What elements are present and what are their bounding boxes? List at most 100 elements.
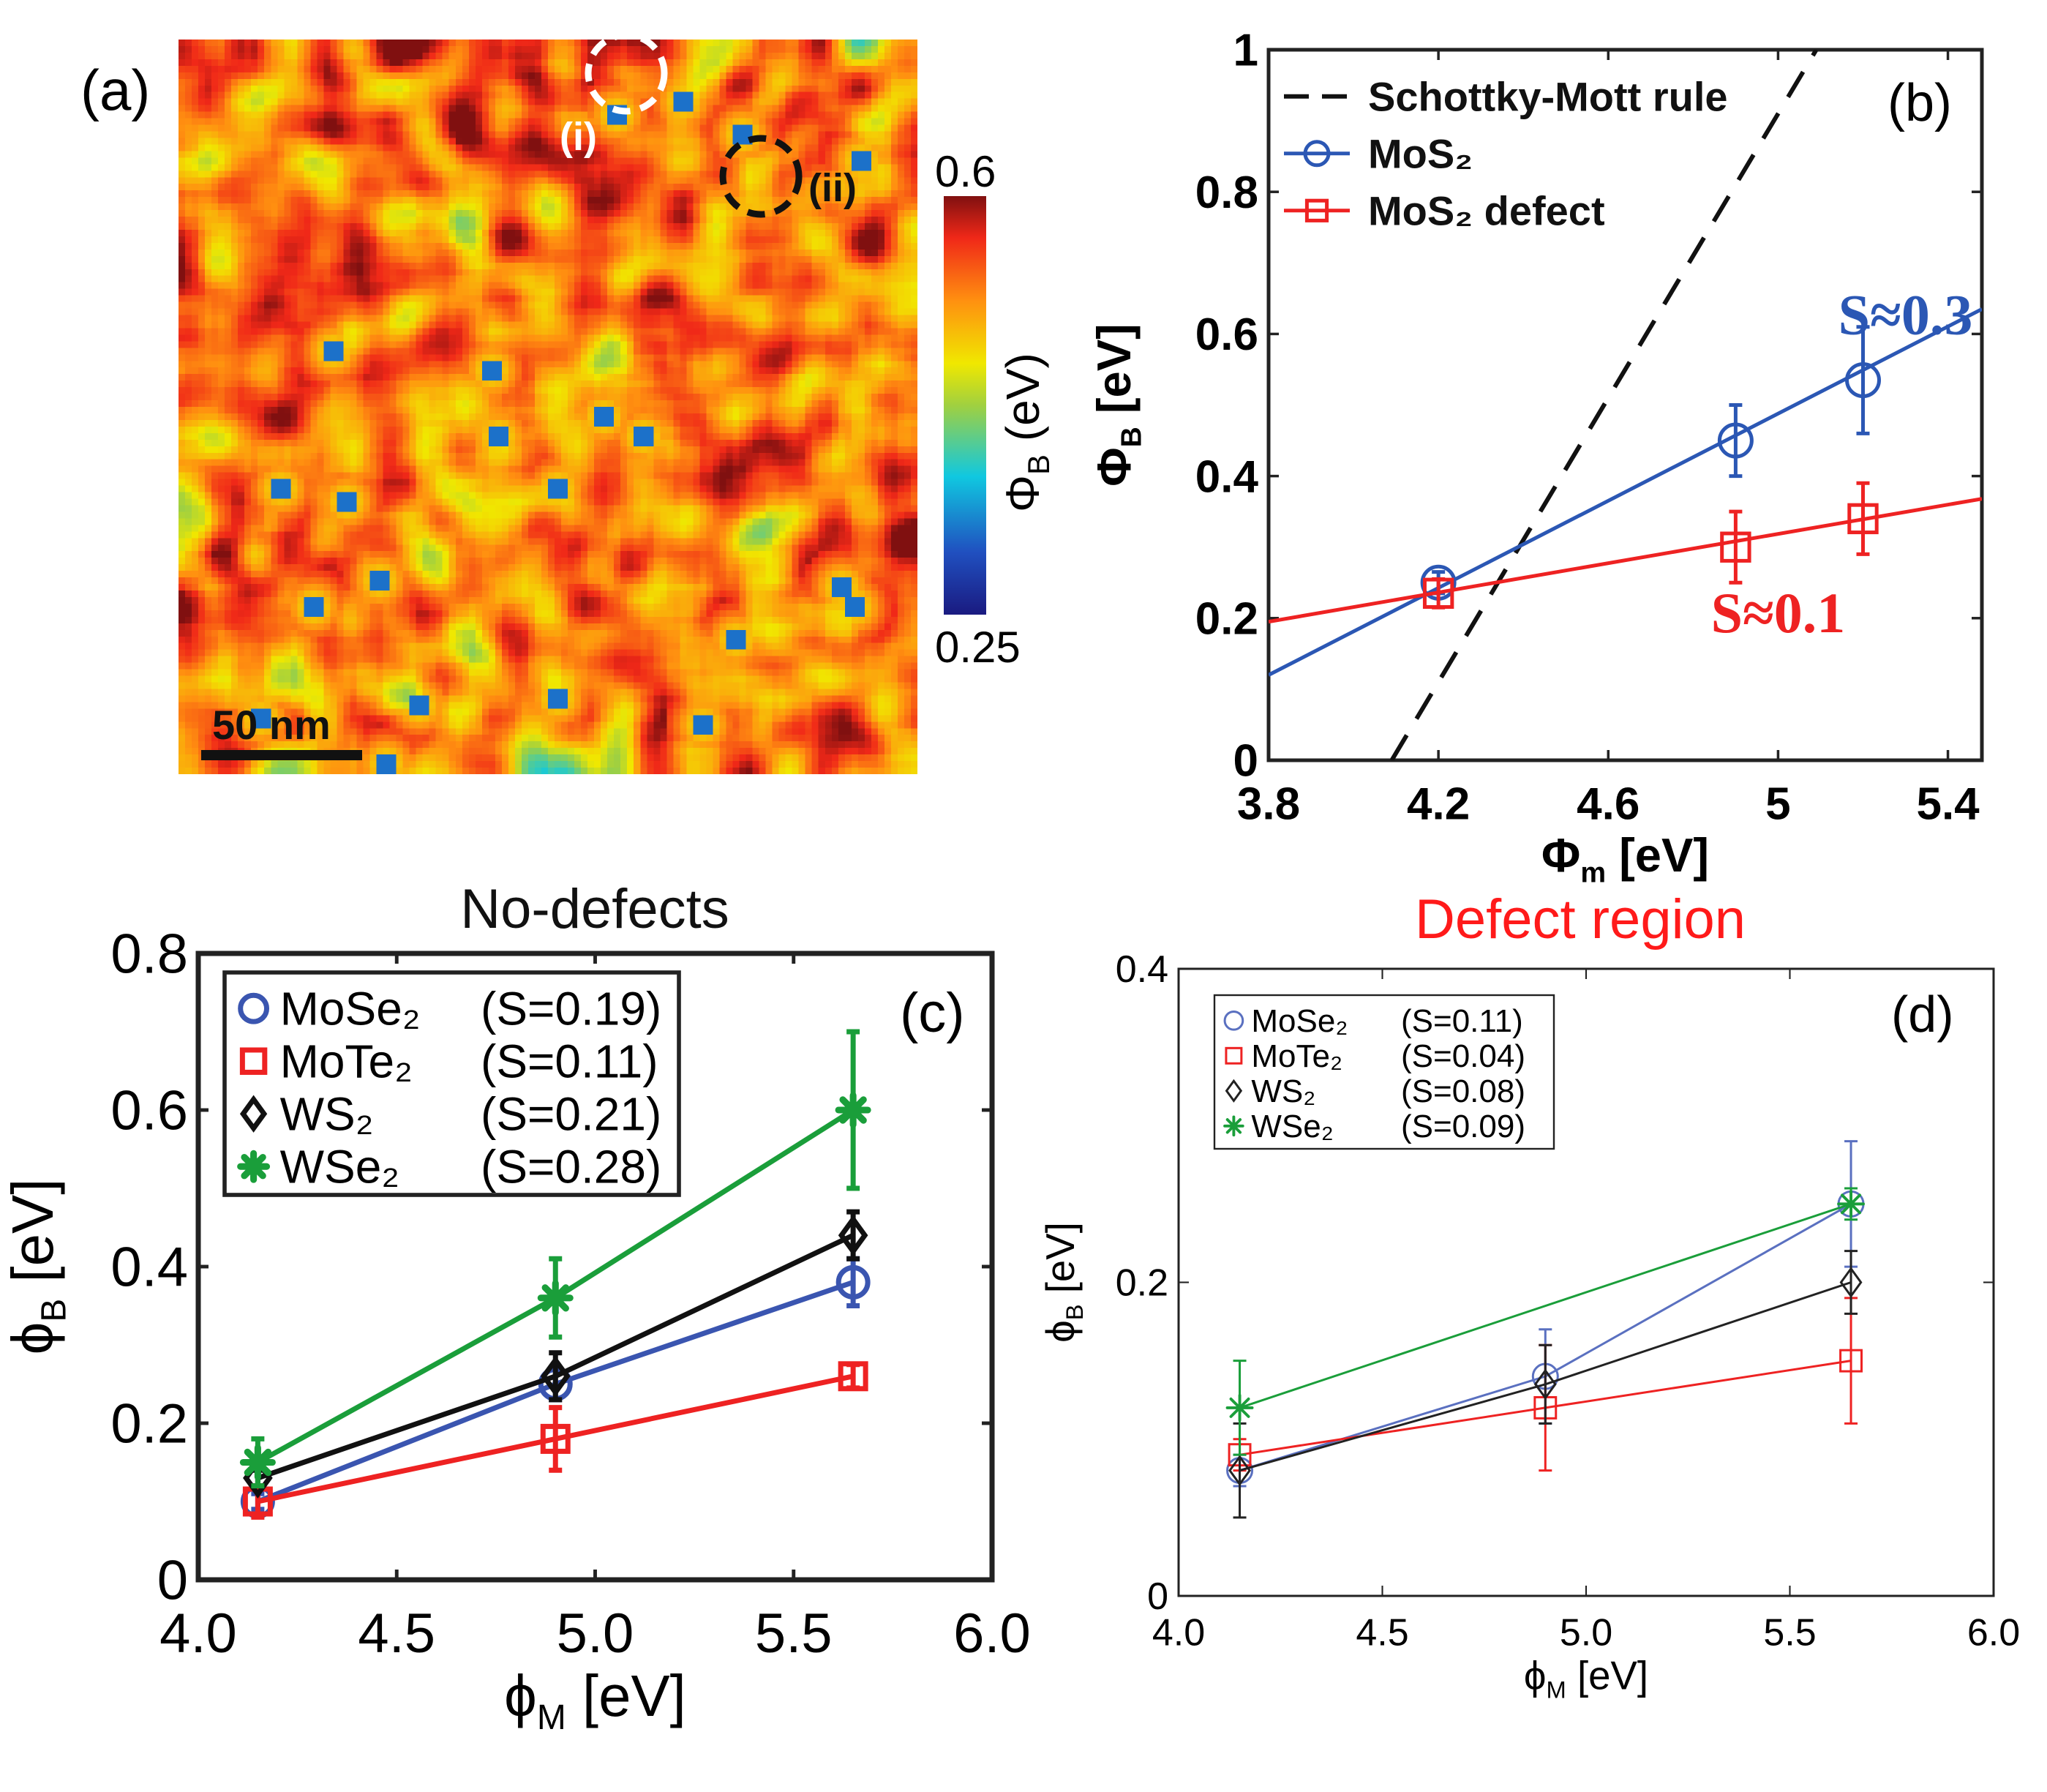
x-axis-label: ϕM [eV] <box>504 1663 686 1737</box>
x-tick-label: 3.8 <box>1237 779 1300 830</box>
data-point-diamond <box>1839 1267 1863 1298</box>
data-point-asterisk <box>239 1444 276 1481</box>
legend-label: MoTe₂ <box>1251 1038 1342 1074</box>
defect-circle-i <box>585 31 668 115</box>
series-3 <box>239 1029 871 1489</box>
y-axis-label-symbol: Φ <box>1087 447 1141 486</box>
series-1 <box>1269 481 1982 624</box>
x-axis-label-symbol: ϕ <box>1524 1653 1547 1698</box>
colorbar <box>944 196 986 615</box>
legend-label: MoS₂ defect <box>1368 187 1605 233</box>
legend-slope: (S=0.09) <box>1401 1109 1525 1144</box>
data-point-square <box>1720 531 1751 563</box>
legend-label: WSe₂ <box>280 1141 400 1193</box>
y-tick-label: 0.6 <box>1195 310 1258 360</box>
legend-slope: (S=0.21) <box>481 1088 661 1141</box>
x-tick-label: 6.0 <box>1967 1612 2020 1654</box>
series-0 <box>1269 307 1982 677</box>
y-axis-label-symbol: ϕ <box>1038 1320 1083 1343</box>
legend-label: WS₂ <box>1251 1073 1315 1109</box>
x-axis-label-unit: [eV] <box>1566 1653 1648 1698</box>
y-tick-label: 0.4 <box>1116 948 1168 991</box>
x-tick-label: 4.0 <box>1152 1612 1205 1654</box>
y-tick-label: 0.8 <box>1195 168 1258 218</box>
data-point-square <box>1422 577 1454 610</box>
data-point-diamond <box>838 1215 868 1256</box>
y-axis-label-unit: [eV] <box>0 1179 65 1299</box>
legend-label: MoTe₂ <box>280 1035 413 1088</box>
x-tick-label: 4.5 <box>358 1602 435 1665</box>
panel-d: 4.0 4.5 5.0 5.5 6.000.20.4ϕM [eV]ϕB [eV]Defe… <box>1038 888 2020 1703</box>
x-tick-label: 5 <box>1765 779 1790 830</box>
y-axis-label: ϕB [eV] <box>0 1179 74 1355</box>
panel-label-c: (c) <box>900 982 965 1044</box>
legend-item: WSe₂ (S=0.09) <box>1223 1109 1525 1144</box>
x-tick-label: 6.0 <box>953 1602 1031 1665</box>
y-axis-label: ϕB [eV] <box>1038 1222 1088 1343</box>
legend-marker-diamond <box>239 1095 268 1133</box>
fit-annotation: S≈0.1 <box>1711 581 1846 645</box>
data-point-circle <box>1845 362 1881 399</box>
schottky-mott-line <box>1389 50 1819 760</box>
legend-box <box>1213 994 1555 1150</box>
plot-frame <box>1266 48 1984 762</box>
legend-marker-diamond <box>1225 1079 1243 1103</box>
panel-a: (a) (i) (ii) 50 nm 0.6 0.25 ΦB (eV) <box>80 31 1056 760</box>
data-point-circle <box>835 1264 871 1300</box>
x-tick-label: 4.0 <box>159 1602 237 1665</box>
chart-title: No-defects <box>460 878 729 940</box>
legend-marker-square <box>1225 1046 1243 1065</box>
x-tick-label: 5.0 <box>557 1602 634 1665</box>
y-tick-label: 0.2 <box>110 1393 188 1455</box>
y-axis-label-unit: [eV] <box>1038 1222 1083 1304</box>
y-tick-label: 0.4 <box>1195 451 1259 502</box>
y-axis-label-symbol: ϕ <box>0 1322 65 1355</box>
data-point-diamond <box>1228 1455 1252 1486</box>
x-axis-label: Φm [eV] <box>1541 828 1709 888</box>
colorbar-max: 0.6 <box>935 147 996 196</box>
legend-label: WS₂ <box>280 1088 374 1141</box>
legend-item: MoSe₂ (S=0.19) <box>238 983 661 1035</box>
y-tick-label: 0 <box>157 1550 188 1612</box>
fit-annotation: S≈0.3 <box>1838 282 1973 346</box>
legend-item: MoS₂ <box>1284 130 1473 176</box>
legend-item: MoTe₂ (S=0.11) <box>239 1035 658 1088</box>
defect-circle-ii <box>719 135 803 218</box>
legend-slope: (S=0.08) <box>1401 1073 1525 1109</box>
x-axis-label-sub: M <box>537 1698 566 1737</box>
legend-marker-circle <box>1303 140 1331 168</box>
x-tick-label: 4.5 <box>1356 1612 1408 1654</box>
y-tick-label: 0.4 <box>110 1237 188 1299</box>
series-1 <box>242 1361 868 1520</box>
y-tick-label: 0.8 <box>110 923 188 986</box>
colorbar-min: 0.25 <box>935 623 1021 672</box>
colorbar-label: ΦB (eV) <box>996 353 1056 512</box>
y-tick-label: 0.2 <box>1116 1262 1168 1305</box>
series-3 <box>1225 1187 1865 1456</box>
legend-slope: (S=0.04) <box>1401 1038 1525 1074</box>
legend-label: Schottky-Mott rule <box>1368 73 1728 119</box>
plot-area <box>239 1029 871 1520</box>
marker-label-ii: (ii) <box>808 166 857 210</box>
legend-item: MoS₂ defect <box>1284 187 1605 233</box>
legend: Schottky-Mott rule MoS₂ MoS₂ defect <box>1284 73 1728 233</box>
x-axis-label-unit: [eV] <box>566 1663 686 1728</box>
legend-item: WSe₂ (S=0.28) <box>237 1141 661 1193</box>
data-point-asterisk <box>835 1092 871 1128</box>
y-tick-label: 0.2 <box>1195 594 1258 645</box>
x-tick-label: 5.5 <box>1763 1612 1816 1654</box>
legend-item: WS₂ (S=0.21) <box>239 1088 661 1141</box>
series-2 <box>243 1209 868 1499</box>
x-tick-label: 5.0 <box>1560 1612 1612 1654</box>
legend-marker-circle <box>1223 1010 1244 1031</box>
y-axis-label-sub: B <box>1116 427 1147 447</box>
y-axis-label-sub: B <box>35 1299 74 1322</box>
panel-label-b: (b) <box>1888 74 1952 132</box>
legend: MoSe₂ (S=0.19)MoTe₂ (S=0.11)WS₂ (S=0.21)WSe… <box>222 970 681 1197</box>
legend-slope: (S=0.11) <box>481 1035 658 1088</box>
data-point-square <box>1847 503 1879 535</box>
data-point-asterisk <box>1225 1393 1254 1422</box>
